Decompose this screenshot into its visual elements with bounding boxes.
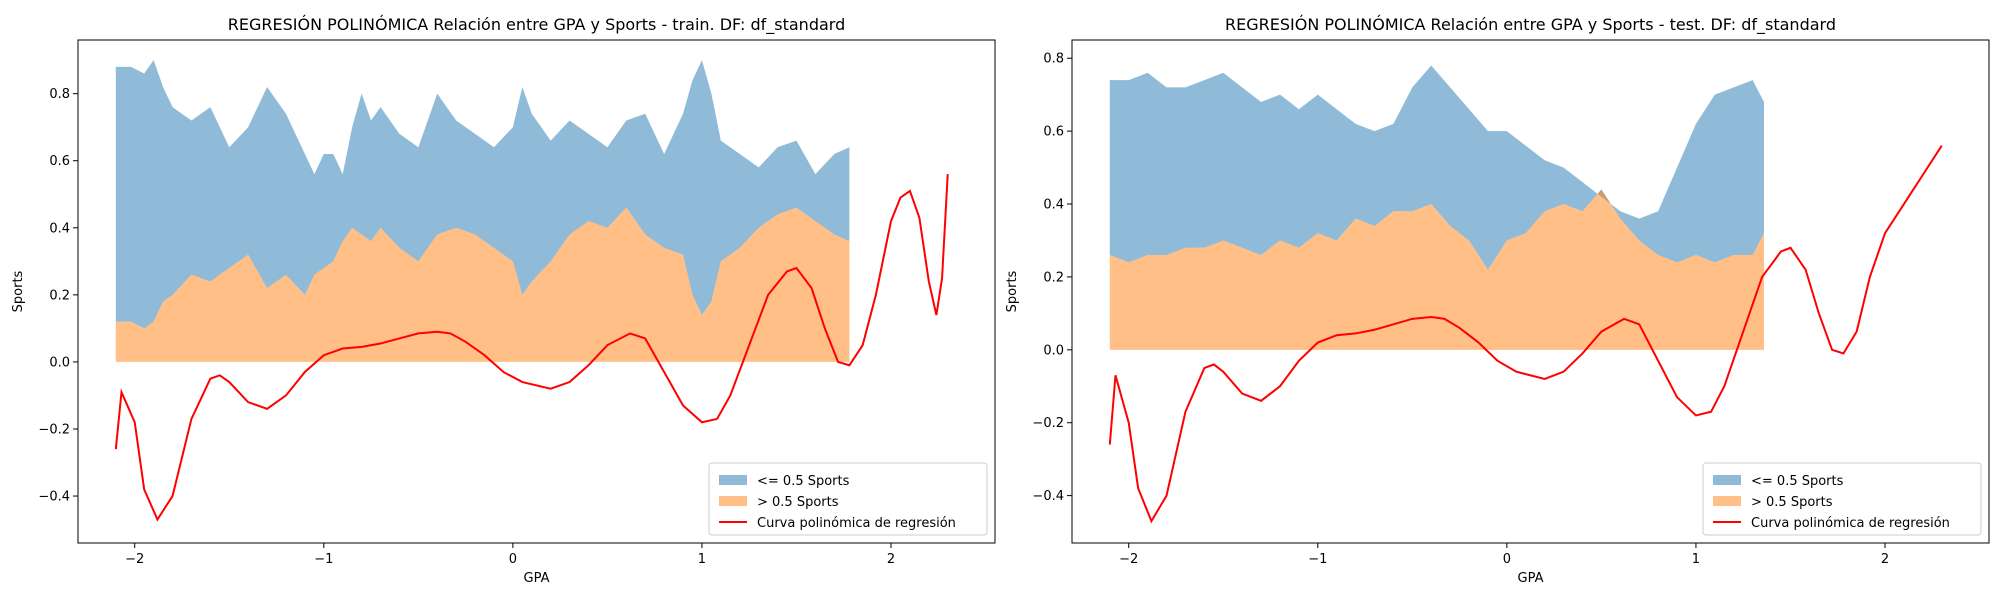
legend-swatch — [719, 475, 747, 485]
x-axis-label: GPA — [1518, 571, 1544, 586]
y-tick-label: 0.0 — [49, 355, 70, 370]
legend-label: <= 0.5 Sports — [757, 474, 850, 489]
x-tick-label: 0 — [1503, 552, 1511, 567]
y-axis-label: Sports — [1005, 270, 1020, 312]
legend-swatch — [1713, 475, 1741, 485]
y-tick-label: −0.4 — [38, 490, 70, 505]
regression-curve — [1108, 145, 1943, 524]
axes-frame — [1071, 39, 1990, 544]
y-tick-label: 0.2 — [49, 288, 70, 303]
x-axis-label: GPA — [524, 571, 550, 586]
x-tick-label: 0 — [509, 552, 517, 567]
regression-curve — [114, 174, 949, 522]
x-tick-label: 1 — [698, 552, 706, 567]
legend: <= 0.5 Sports > 0.5 Sports Curva polinómic… — [1702, 462, 1982, 536]
x-tick-label: −1 — [1308, 552, 1327, 567]
legend-label: Curva polinómica de regresión — [757, 516, 956, 531]
subplot-1: −2 −1 0 1 2 −0.4 −0.2 0.0 0.2 0.4 0.6 0.8 REGRESIÓN … — [11, 15, 996, 586]
y-tick-label: 0.6 — [49, 154, 70, 169]
legend-box — [1702, 462, 1982, 536]
x-tick-label: 2 — [1881, 552, 1889, 567]
legend-box — [708, 462, 988, 536]
x-tick-label: −2 — [1119, 552, 1138, 567]
area-series-1 — [1109, 65, 1764, 270]
y-tick-label: 0.4 — [1043, 198, 1064, 213]
legend-label: <= 0.5 Sports — [1751, 474, 1844, 489]
area-series-2 — [1109, 189, 1764, 350]
x-tick-label: −2 — [125, 552, 144, 567]
y-tick-label: −0.2 — [1032, 416, 1064, 431]
legend-label: Curva polinómica de regresión — [1751, 516, 1950, 531]
legend-swatch — [719, 496, 747, 506]
chart-title: REGRESIÓN POLINÓMICA Relación entre GPA … — [1225, 15, 1836, 35]
legend: <= 0.5 Sports > 0.5 Sports Curva polinómic… — [708, 462, 988, 536]
area-series-1 — [115, 60, 850, 329]
subplot-2: −2 −1 0 1 2 −0.4 −0.2 0.0 0.2 0.4 0.6 0.8 REGRESIÓN … — [1005, 15, 1990, 586]
area-series-2 — [115, 207, 850, 362]
y-tick-label: 0.6 — [1043, 125, 1064, 140]
y-axis-label: Sports — [11, 270, 26, 312]
y-tick-label: 0.8 — [1043, 52, 1064, 67]
x-tick-label: −1 — [314, 552, 333, 567]
legend-label: > 0.5 Sports — [1751, 495, 1833, 510]
y-tick-label: 0.4 — [49, 221, 70, 236]
legend-swatch — [1713, 496, 1741, 506]
axes-frame — [77, 39, 996, 544]
y-tick-label: −0.2 — [38, 422, 70, 437]
legend-label: > 0.5 Sports — [757, 495, 839, 510]
chart-title: REGRESIÓN POLINÓMICA Relación entre GPA … — [228, 15, 845, 35]
y-tick-label: 0.0 — [1043, 343, 1064, 358]
y-tick-label: −0.4 — [1032, 489, 1064, 504]
x-tick-label: 2 — [887, 552, 895, 567]
y-tick-label: 0.2 — [1043, 270, 1064, 285]
x-tick-label: 1 — [1692, 552, 1700, 567]
y-tick-label: 0.8 — [49, 87, 70, 102]
